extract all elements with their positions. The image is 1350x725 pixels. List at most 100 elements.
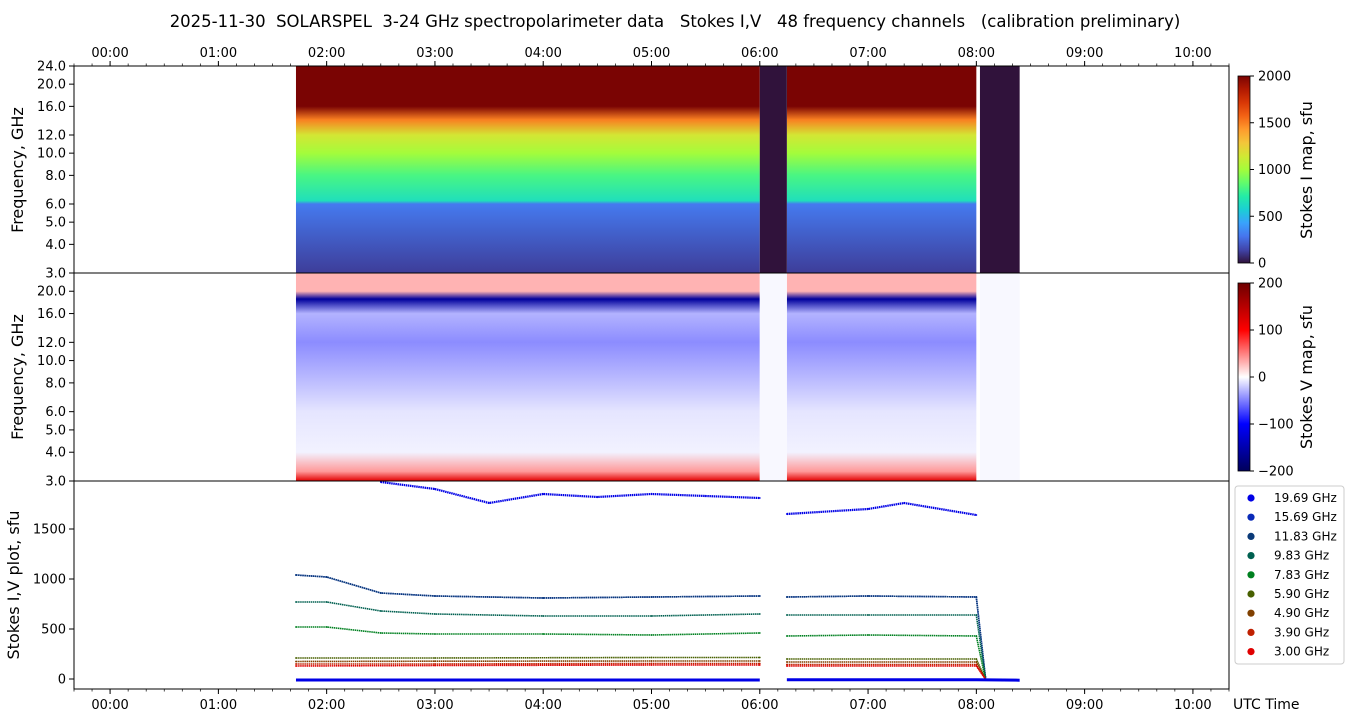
colorbar-tick-label: 0 [1258, 257, 1266, 272]
x-tick-label: 02:00 [308, 698, 345, 713]
y-tick-label: 24.0 [37, 60, 66, 75]
stokes-v-map-gap [979, 273, 1020, 481]
x-tick-label: 02:00 [308, 46, 345, 61]
x-tick-label: 08:00 [958, 46, 995, 61]
data-point [434, 657, 436, 659]
legend: 19.69 GHz 15.69 GHz 11.83 GHz 9.83 GHz 7.83 … [1234, 485, 1345, 665]
data-point [650, 615, 653, 617]
data-point [867, 634, 869, 636]
stokes-iv-ylabel: Stokes I,V plot, sfu [4, 511, 23, 660]
data-point [295, 574, 297, 576]
y-tick-label: 12.0 [37, 129, 66, 144]
data-point [542, 633, 545, 635]
data-point [295, 626, 297, 628]
legend-label: 3.00 GHz [1274, 645, 1329, 659]
data-point [542, 615, 545, 617]
stokes-i-colorbar: 0 500 1000 1500 2000 Stokes I map, sfu [1237, 70, 1316, 272]
x-tick-label: 10:00 [1174, 46, 1211, 61]
y-tick-label: 1500 [33, 523, 66, 538]
stokes-iv-value-axis: 0 500 1000 1500 [33, 523, 74, 688]
colorbar-tick-label: 200 [1258, 277, 1283, 292]
colorbar-tick-label: 500 [1258, 210, 1283, 225]
x-tick-label: 01:00 [200, 698, 237, 713]
data-point [758, 595, 761, 597]
data-point [704, 495, 707, 497]
data-point [434, 633, 436, 635]
y-tick-label: 20.0 [37, 285, 66, 300]
data-point [295, 657, 297, 659]
data-point [758, 664, 761, 666]
y-tick-label: 8.0 [45, 169, 66, 184]
x-tick-label: 04:00 [524, 698, 561, 713]
colorbar-tick-label: 2000 [1258, 70, 1291, 85]
data-point [295, 660, 297, 663]
colorbar-tick-label: −200 [1258, 465, 1294, 480]
x-tick-label: 09:00 [1066, 46, 1103, 61]
data-point [379, 481, 382, 483]
y-tick-label: 20.0 [37, 78, 66, 93]
stokes-i-map-segment [786, 66, 977, 273]
data-point [650, 664, 653, 666]
legend-label: 4.90 GHz [1274, 606, 1329, 620]
data-point [434, 664, 436, 667]
data-point [542, 493, 545, 495]
stokes-iv-panel: 0 500 1000 1500 00:00 01:00 02:00 03:00 04:00 05… [4, 480, 1299, 713]
data-point [542, 597, 545, 599]
data-point [295, 663, 297, 665]
y-tick-label: 16.0 [37, 100, 66, 115]
y-tick-label: 5.0 [45, 216, 66, 231]
data-point [379, 632, 382, 634]
data-point [785, 635, 788, 637]
data-point [758, 497, 761, 499]
legend-marker [1247, 494, 1255, 502]
data-point [975, 596, 978, 598]
x-tick-label: 00:00 [91, 698, 128, 713]
stokes-i-map-gap [759, 66, 787, 273]
data-point [379, 592, 382, 594]
x-tick-label: 08:00 [958, 698, 995, 713]
data-point [650, 656, 653, 659]
stokes-i-panel: 00:00 01:00 02:00 03:00 04:00 05:00 06:00 07:00… [8, 46, 1230, 282]
data-point [758, 656, 761, 659]
colorbar-tick-label: 0 [1258, 371, 1266, 386]
data-point [434, 660, 436, 663]
y-tick-label: 6.0 [45, 405, 66, 420]
x-tick-label: 03:00 [416, 46, 453, 61]
x-tick-label: 00:00 [91, 46, 128, 61]
stokes-i-map-segment [295, 66, 760, 273]
stokes-v-map-segment [295, 273, 760, 481]
data-point [596, 496, 599, 498]
data-point [785, 596, 788, 598]
y-tick-label: 10.0 [37, 147, 66, 162]
data-point [650, 493, 653, 495]
data-point [650, 660, 653, 662]
stokes-i-colorbar-gradient [1237, 75, 1251, 264]
x-tick-label: 10:00 [1174, 698, 1211, 713]
stokes-v-colorbar-ticks: −200 −100 0 100 200 [1250, 277, 1294, 480]
data-point [975, 658, 978, 660]
legend-marker [1247, 532, 1255, 541]
legend-box [1234, 485, 1345, 665]
bottom-time-axis: 00:00 01:00 02:00 03:00 04:00 05:00 06:00 07:00… [73, 689, 1230, 713]
colorbar-tick-label: 1500 [1258, 116, 1291, 131]
x-tick-label: 03:00 [416, 698, 453, 713]
stokes-v-map-gap [759, 273, 787, 481]
stokes-v-ylabel: Frequency, GHz [8, 314, 27, 440]
data-point [975, 514, 978, 516]
x-tick-label: 05:00 [633, 698, 670, 713]
legend-marker [1247, 513, 1255, 521]
data-point [650, 596, 653, 598]
stokes-iv-series [295, 480, 1020, 682]
stokes-iv-plot-area [74, 481, 1229, 689]
y-tick-label: 4.0 [45, 238, 66, 253]
data-point [975, 663, 978, 666]
data-point [785, 665, 788, 667]
stokes-i-colorbar-ticks: 0 500 1000 1500 2000 [1250, 70, 1291, 272]
data-point [295, 665, 297, 667]
x-tick-label: 07:00 [849, 46, 886, 61]
data-point [785, 663, 788, 666]
legend-marker [1247, 571, 1255, 579]
data-point [867, 508, 869, 510]
data-point [785, 614, 788, 616]
